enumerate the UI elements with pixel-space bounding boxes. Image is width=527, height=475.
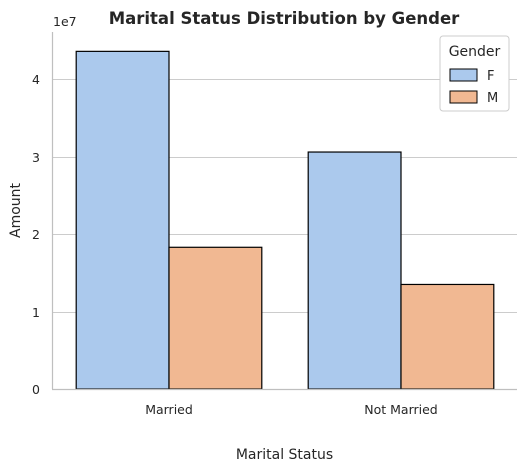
y-ticks: 0 1 2 3 4 xyxy=(32,72,40,397)
bar-m-married xyxy=(168,246,263,390)
legend-label-f: F xyxy=(487,69,494,84)
y-scale-label: 1e7 xyxy=(53,14,77,29)
chart-title: Marital Status Distribution by Gender xyxy=(109,9,460,28)
bars xyxy=(75,50,495,390)
x-axis-label: Marital Status xyxy=(236,447,333,463)
y-axis-label: Amount xyxy=(8,182,24,238)
bar-f-not-married xyxy=(307,151,402,390)
bar-m-not-married xyxy=(400,283,495,390)
y-tick-label: 2 xyxy=(32,227,40,242)
x-tick-label: Not Married xyxy=(364,402,437,417)
y-tick-label: 4 xyxy=(32,72,40,87)
legend-swatch-m xyxy=(449,90,478,104)
legend-title: Gender xyxy=(449,44,501,60)
legend-label-m: M xyxy=(487,91,498,106)
y-tick-label: 3 xyxy=(32,150,40,165)
legend: Gender FM xyxy=(439,35,510,112)
y-tick-label: 1 xyxy=(32,305,40,320)
y-tick-label: 0 xyxy=(32,382,40,397)
x-tick-label: Married xyxy=(145,402,193,417)
bar-f-married xyxy=(75,50,170,390)
x-ticks: Married Not Married xyxy=(145,402,438,417)
legend-swatch-f xyxy=(449,68,478,82)
